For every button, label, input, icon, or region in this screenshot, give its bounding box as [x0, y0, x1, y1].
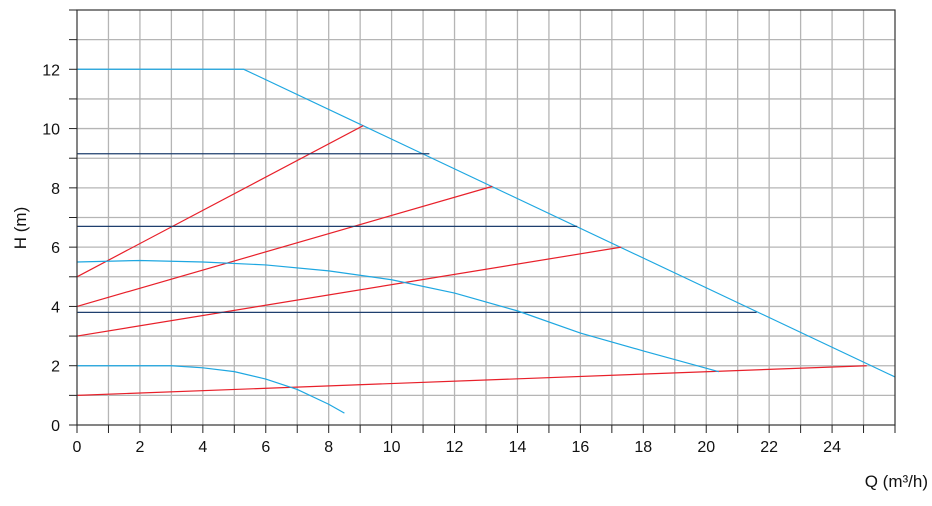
y-tick-label: 6 — [51, 240, 60, 257]
series-group — [76, 68, 896, 414]
x-axis-label: Q (m³/h) — [865, 472, 928, 491]
x-tick-label: 24 — [823, 439, 841, 456]
system-curve-2 — [76, 185, 493, 308]
x-tick-label: 14 — [509, 439, 527, 456]
y-tick-label: 10 — [42, 122, 60, 139]
x-tick-label: 18 — [634, 439, 652, 456]
system-curve-4 — [76, 365, 867, 396]
x-tick-label: 20 — [697, 439, 715, 456]
y-tick-label: 4 — [51, 299, 60, 316]
x-tick-label: 12 — [446, 439, 464, 456]
pump-curve-low — [77, 365, 345, 414]
x-tick-label: 8 — [324, 439, 333, 456]
max-curve — [77, 68, 896, 378]
y-tick-label: 8 — [51, 181, 60, 198]
x-tick-label: 4 — [198, 439, 207, 456]
x-tick-label: 6 — [261, 439, 270, 456]
y-tick-label: 0 — [51, 418, 60, 435]
x-tick-label: 2 — [135, 439, 144, 456]
pump-curve-mid — [76, 259, 719, 373]
y-tick-label: 2 — [51, 359, 60, 376]
grid — [77, 10, 895, 425]
x-tick-label: 22 — [760, 439, 778, 456]
x-tick-label: 10 — [383, 439, 401, 456]
system-curve-3 — [76, 246, 622, 337]
x-tick-label: 16 — [571, 439, 589, 456]
y-axis-label: H (m) — [11, 207, 30, 249]
y-tick-label: 12 — [42, 62, 60, 79]
x-tick-label: 0 — [73, 439, 82, 456]
system-curve-1 — [76, 125, 364, 278]
